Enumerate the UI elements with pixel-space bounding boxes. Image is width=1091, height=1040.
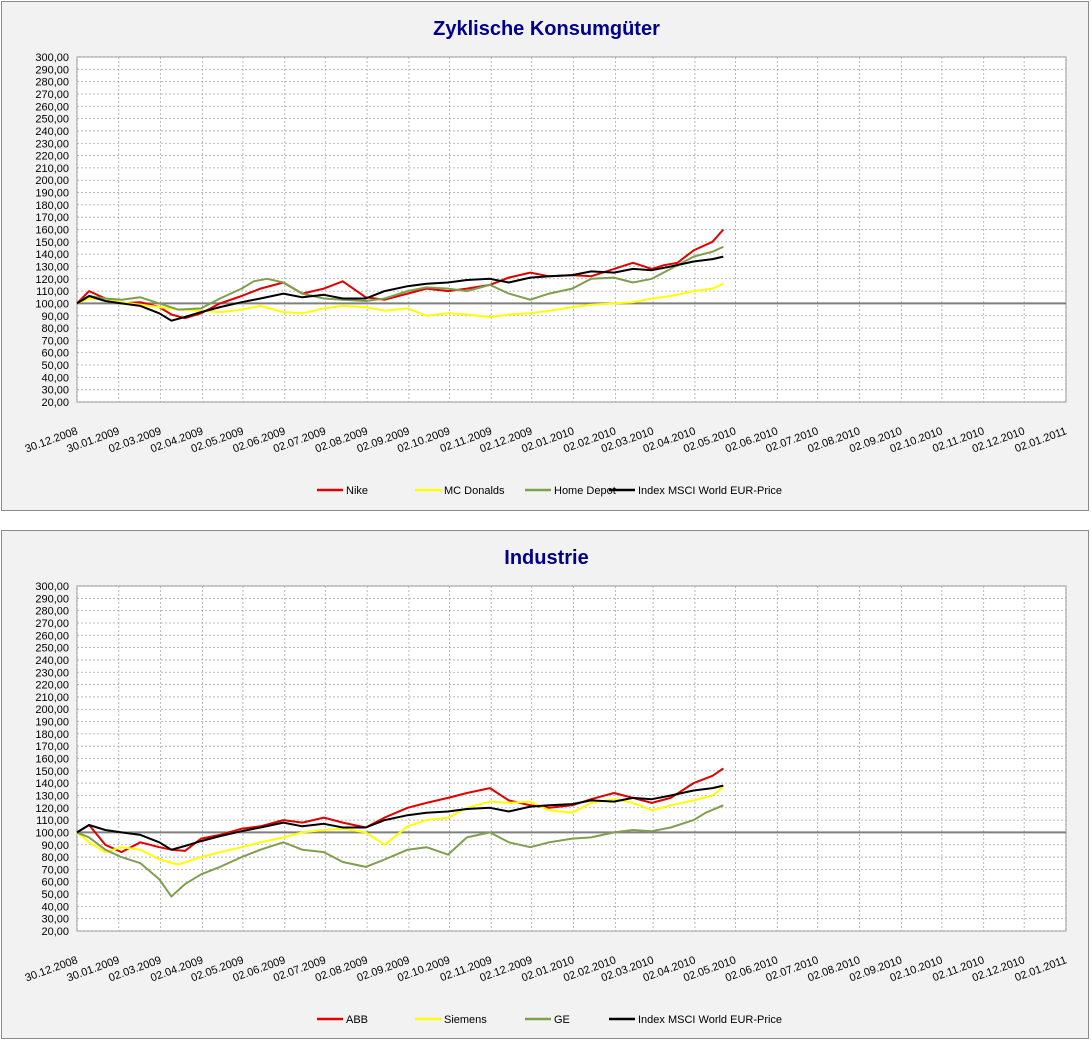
gridlines — [76, 585, 1067, 932]
legend-label: Index MSCI World EUR-Price — [638, 1014, 782, 1026]
legend-item: Nike — [317, 485, 368, 497]
chart-panel-zyklische-konsumgueter: Zyklische Konsumgüter 20,00 30,00 40,00 50,0… — [1, 1, 1089, 511]
x-axis-labels: 30.12.200830.01.200902.03.200902.04.2009… — [24, 425, 1069, 455]
y-tick-label: 290,00 — [35, 593, 69, 605]
series-line-index-msci-world-eur-price — [76, 255, 724, 322]
y-tick-label: 70,00 — [41, 335, 69, 347]
legend-label: Nike — [346, 485, 368, 497]
legend-item: ABB — [317, 1014, 368, 1026]
gridlines — [76, 56, 1067, 403]
y-tick-label: 270,00 — [35, 89, 69, 101]
legend-label: MC Donalds — [444, 485, 505, 497]
y-tick-label: 280,00 — [35, 606, 69, 618]
y-tick-label: 60,00 — [41, 877, 69, 889]
y-tick-label: 110,00 — [36, 815, 69, 827]
y-tick-label: 270,00 — [35, 618, 69, 630]
y-tick-label: 120,00 — [35, 274, 69, 286]
y-tick-label: 20,00 — [41, 397, 69, 409]
y-tick-label: 250,00 — [35, 114, 69, 126]
y-tick-label: 150,00 — [35, 766, 69, 778]
y-tick-label: 100,00 — [35, 827, 69, 839]
legend-item: MC Donalds — [415, 485, 505, 497]
y-tick-label: 290,00 — [35, 64, 69, 76]
series-line-mc-donalds — [76, 282, 724, 318]
y-tick-label: 300,00 — [35, 52, 69, 64]
y-tick-label: 160,00 — [35, 754, 69, 766]
y-tick-label: 220,00 — [35, 680, 69, 692]
y-tick-label: 200,00 — [35, 704, 69, 716]
series-line-ge — [76, 804, 724, 898]
legend-label: ABB — [346, 1014, 368, 1026]
x-axis-labels: 30.12.200830.01.200902.03.200902.04.2009… — [24, 954, 1069, 984]
y-tick-label: 50,00 — [41, 889, 69, 901]
series-lines — [76, 767, 724, 898]
y-tick-label: 40,00 — [41, 901, 69, 913]
chart-panel-industrie: Industrie 20,00 30,00 40,00 50,00 60,00 70,00 8… — [1, 530, 1089, 1039]
y-tick-label: 40,00 — [41, 372, 69, 384]
series-line-abb — [76, 767, 724, 854]
y-tick-label: 190,00 — [35, 188, 69, 200]
y-tick-label: 210,00 — [35, 692, 69, 704]
y-tick-label: 160,00 — [35, 225, 69, 237]
y-tick-label: 190,00 — [35, 717, 69, 729]
y-tick-label: 110,00 — [36, 286, 69, 298]
y-tick-label: 140,00 — [35, 778, 69, 790]
series-line-nike — [76, 228, 725, 320]
y-tick-label: 180,00 — [35, 729, 69, 741]
y-axis-labels: 20,0030,0040,0050,0060,0070,0080,0090,00… — [35, 581, 69, 938]
y-tick-label: 180,00 — [35, 200, 69, 212]
y-tick-label: 300,00 — [35, 581, 69, 593]
y-tick-label: 70,00 — [41, 864, 69, 876]
y-tick-label: 90,00 — [41, 840, 69, 852]
legend: Nike MC Donalds Home Depot Index MSCI World… — [317, 485, 782, 497]
y-axis-labels: 20,0030,0040,0050,0060,0070,0080,0090,00… — [35, 52, 69, 409]
y-tick-label: 100,00 — [35, 298, 69, 310]
legend-item: Home Depot — [525, 485, 616, 497]
y-tick-label: 200,00 — [35, 175, 69, 187]
legend-item: Siemens — [415, 1014, 487, 1026]
legend-label: Home Depot — [554, 485, 616, 497]
legend-label: GE — [554, 1014, 570, 1026]
legend: ABB Siemens GE Index MSCI World EUR-Price — [317, 1014, 782, 1026]
series-line-index-msci-world-eur-price — [76, 784, 724, 851]
legend-item: GE — [525, 1014, 570, 1026]
series-line-siemens — [76, 786, 724, 866]
y-tick-label: 80,00 — [41, 323, 69, 335]
y-tick-label: 140,00 — [35, 249, 69, 261]
line-chart-zyklische-konsumgueter: Zyklische Konsumgüter 20,0030,0040,0050,0… — [24, 18, 1069, 497]
y-tick-label: 170,00 — [35, 212, 69, 224]
y-tick-label: 260,00 — [35, 101, 69, 113]
y-tick-label: 90,00 — [41, 311, 69, 323]
y-tick-label: 210,00 — [35, 163, 69, 175]
y-tick-label: 30,00 — [41, 914, 69, 926]
legend-label: Index MSCI World EUR-Price — [638, 485, 782, 497]
y-tick-label: 120,00 — [35, 803, 69, 815]
y-tick-label: 80,00 — [41, 852, 69, 864]
y-tick-label: 280,00 — [35, 77, 69, 89]
legend-item: Index MSCI World EUR-Price — [609, 485, 782, 497]
chart-title: Industrie — [504, 547, 588, 569]
y-tick-label: 240,00 — [35, 126, 69, 138]
series-line-home-depot — [76, 245, 724, 311]
y-tick-label: 260,00 — [35, 630, 69, 642]
y-tick-label: 230,00 — [35, 138, 69, 150]
y-tick-label: 30,00 — [41, 385, 69, 397]
y-tick-label: 130,00 — [35, 790, 69, 802]
legend-label: Siemens — [444, 1014, 487, 1026]
y-tick-label: 250,00 — [35, 643, 69, 655]
y-tick-label: 150,00 — [35, 237, 69, 249]
y-tick-label: 230,00 — [35, 667, 69, 679]
chart-title: Zyklische Konsumgüter — [433, 18, 660, 40]
y-tick-label: 170,00 — [35, 741, 69, 753]
y-tick-label: 50,00 — [41, 360, 69, 372]
y-tick-label: 240,00 — [35, 655, 69, 667]
line-chart-industrie: Industrie 20,0030,0040,0050,0060,0070,008… — [24, 547, 1069, 1026]
y-tick-label: 20,00 — [41, 926, 69, 938]
y-tick-label: 220,00 — [35, 151, 69, 163]
legend-item: Index MSCI World EUR-Price — [609, 1014, 782, 1026]
y-tick-label: 60,00 — [41, 348, 69, 360]
y-tick-label: 130,00 — [35, 261, 69, 273]
series-lines — [76, 228, 725, 322]
